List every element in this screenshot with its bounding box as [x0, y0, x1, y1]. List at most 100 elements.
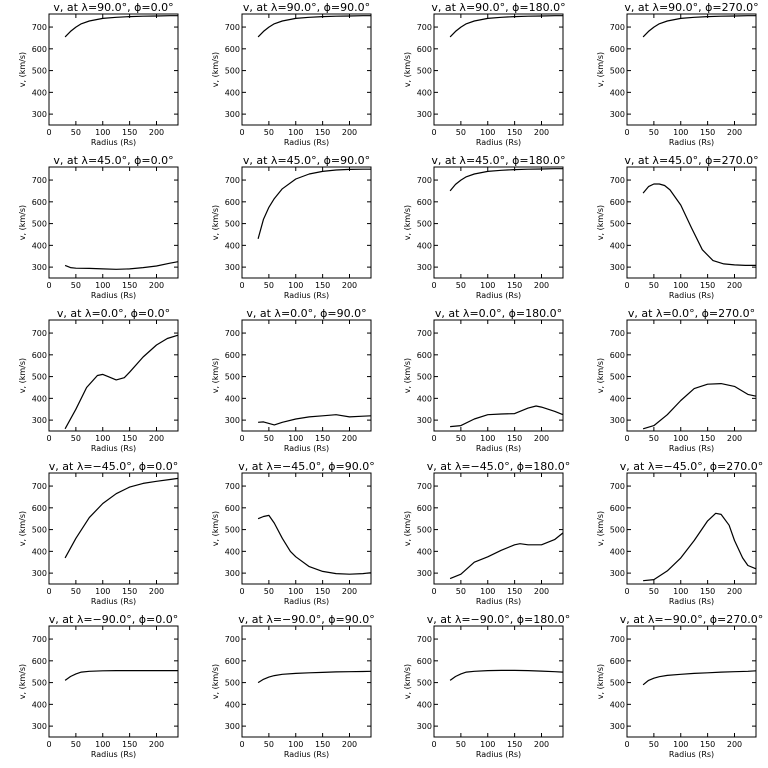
plot-frame — [48, 13, 179, 126]
x-tick-label: 0 — [239, 740, 244, 749]
series-line — [450, 405, 564, 428]
panel-2-0: v, at λ=0.0°, ϕ=0.0° 0 50 100 150 200 300 400 50… — [18, 307, 179, 453]
panel-title: v, at λ=−45.0°, ϕ=0.0° — [49, 460, 178, 473]
x-axis-label: Radius (Rs) — [284, 750, 329, 759]
x-axis-label: Radius (Rs) — [476, 597, 521, 606]
x-tick-label: 100 — [480, 740, 495, 749]
y-tick-label: 300 — [610, 110, 625, 119]
y-axis-label: v, (km/s) — [18, 664, 27, 699]
x-tick-label: 200 — [342, 281, 357, 290]
x-tick-label: 150 — [700, 281, 715, 290]
x-tick-label: 0 — [46, 281, 51, 290]
x-tick-label: 200 — [727, 740, 742, 749]
y-axis-label: v, (km/s) — [403, 52, 412, 87]
panel-4-2: v, at λ=−90.0°, ϕ=180.0° 0 50 100 150 200 300 4… — [403, 613, 570, 759]
y-tick-label: 500 — [225, 679, 240, 688]
plot-frame — [626, 319, 757, 432]
series-line — [64, 669, 178, 681]
panel-3-1: v, at λ=−45.0°, ϕ=90.0° 0 50 100 150 200 300 40… — [211, 460, 375, 606]
y-tick-label: 400 — [417, 394, 432, 403]
x-axis-label: Radius (Rs) — [669, 597, 714, 606]
y-tick-label: 700 — [610, 23, 625, 32]
series-line — [257, 670, 372, 684]
y-tick-label: 300 — [225, 263, 240, 272]
x-tick-label: 150 — [315, 434, 330, 443]
plot-frame — [241, 166, 372, 279]
series-line — [449, 532, 564, 580]
series-line — [258, 414, 372, 426]
y-tick-label: 700 — [32, 23, 47, 32]
panel-0-2: v, at λ=90.0°, ϕ=180.0° 0 50 100 150 200 300 40… — [403, 1, 566, 147]
plot-frame — [48, 319, 179, 432]
x-tick-label: 150 — [122, 434, 137, 443]
x-tick-label: 0 — [239, 128, 244, 137]
y-tick-label: 300 — [225, 722, 240, 731]
panel-1-0: v, at λ=45.0°, ϕ=0.0° 0 50 100 150 200 300 400 5… — [18, 154, 179, 300]
panel-title: v, at λ=0.0°, ϕ=180.0° — [435, 307, 562, 320]
x-tick-label: 200 — [149, 128, 164, 137]
x-tick-label: 200 — [342, 434, 357, 443]
x-tick-label: 0 — [624, 587, 629, 596]
y-axis-label: v, (km/s) — [403, 511, 412, 546]
x-tick-label: 50 — [71, 281, 81, 290]
x-tick-label: 0 — [624, 434, 629, 443]
y-tick-label: 600 — [610, 198, 625, 207]
x-axis-label: Radius (Rs) — [284, 291, 329, 300]
y-tick-label: 500 — [32, 67, 47, 76]
x-axis-label: Radius (Rs) — [476, 444, 521, 453]
series-line — [642, 183, 756, 266]
series-line — [643, 512, 757, 582]
y-axis-label: v, (km/s) — [211, 205, 220, 240]
plot-frame — [433, 166, 564, 279]
x-tick-label: 200 — [342, 587, 357, 596]
y-tick-label: 400 — [417, 88, 432, 97]
x-tick-label: 0 — [624, 281, 629, 290]
y-tick-label: 300 — [417, 569, 432, 578]
panel-title: v, at λ=−90.0°, ϕ=90.0° — [238, 613, 374, 626]
y-tick-label: 600 — [225, 351, 240, 360]
x-tick-label: 150 — [315, 740, 330, 749]
x-tick-label: 150 — [122, 281, 137, 290]
plot-frame — [433, 472, 564, 585]
y-tick-label: 600 — [417, 351, 432, 360]
series-line — [642, 15, 756, 38]
y-tick-label: 400 — [225, 394, 240, 403]
series-line — [64, 477, 179, 559]
x-axis-label: Radius (Rs) — [91, 291, 136, 300]
x-tick-label: 150 — [122, 587, 137, 596]
plot-frame — [48, 166, 179, 279]
panel-0-1: v, at λ=90.0°, ϕ=90.0° 0 50 100 150 200 300 400… — [211, 1, 372, 147]
y-tick-label: 600 — [417, 45, 432, 54]
y-tick-label: 500 — [32, 373, 47, 382]
x-tick-label: 50 — [649, 434, 659, 443]
panel-title: v, at λ=0.0°, ϕ=270.0° — [628, 307, 755, 320]
x-tick-label: 50 — [649, 128, 659, 137]
x-tick-label: 200 — [534, 281, 549, 290]
panel-title: v, at λ=90.0°, ϕ=90.0° — [243, 1, 370, 14]
y-tick-label: 300 — [32, 416, 47, 425]
y-tick-label: 600 — [610, 351, 625, 360]
x-tick-label: 50 — [456, 434, 466, 443]
panel-2-3: v, at λ=0.0°, ϕ=270.0° 0 50 100 150 200 300 400… — [596, 307, 757, 453]
y-tick-label: 500 — [417, 220, 432, 229]
x-tick-label: 200 — [727, 128, 742, 137]
y-tick-label: 600 — [32, 351, 47, 360]
y-tick-label: 500 — [417, 67, 432, 76]
series-line — [64, 261, 179, 270]
x-tick-label: 200 — [534, 434, 549, 443]
y-tick-label: 300 — [417, 416, 432, 425]
y-tick-label: 500 — [225, 67, 240, 76]
x-axis-label: Radius (Rs) — [476, 750, 521, 759]
x-tick-label: 0 — [431, 587, 436, 596]
series-line — [257, 15, 371, 38]
x-tick-label: 200 — [149, 740, 164, 749]
y-tick-label: 600 — [417, 198, 432, 207]
y-tick-label: 700 — [417, 23, 432, 32]
x-tick-label: 200 — [534, 587, 549, 596]
y-tick-label: 500 — [225, 220, 240, 229]
x-axis-label: Radius (Rs) — [476, 291, 521, 300]
x-axis-label: Radius (Rs) — [669, 291, 714, 300]
x-tick-label: 150 — [122, 128, 137, 137]
x-tick-label: 50 — [456, 740, 466, 749]
y-tick-label: 400 — [225, 241, 240, 250]
